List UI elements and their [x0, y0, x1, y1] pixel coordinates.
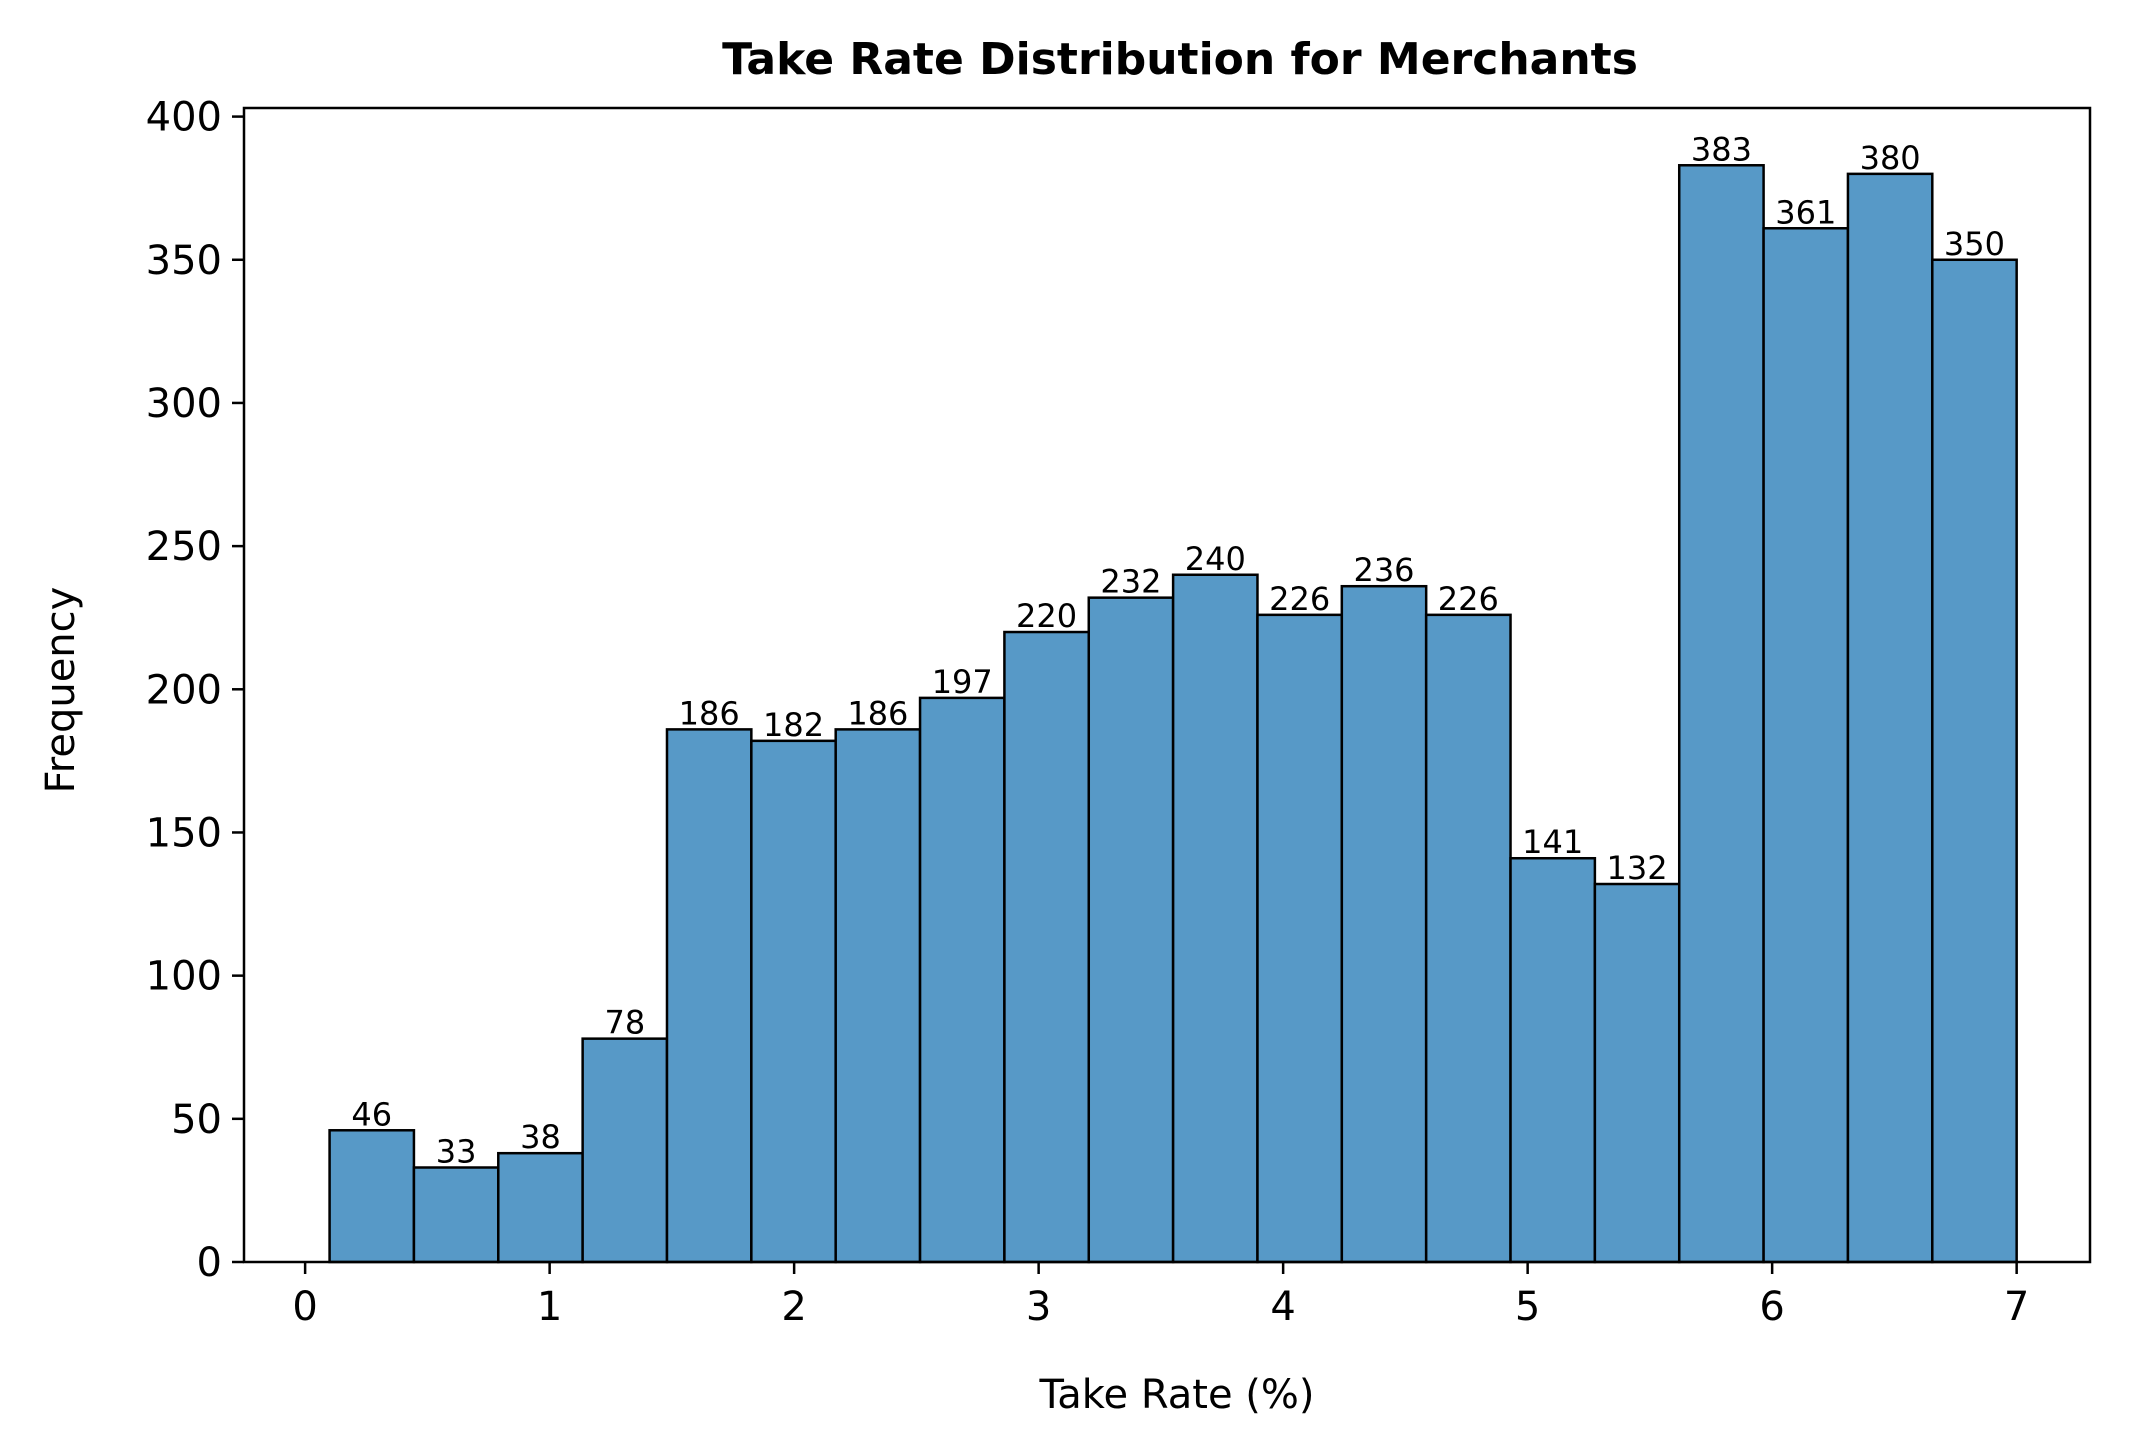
- histogram-bar: [1171, 573, 1259, 1264]
- histogram-bar: [918, 696, 1006, 1264]
- y-axis-label: Frequency: [38, 587, 84, 794]
- histogram-bar: [1424, 613, 1512, 1264]
- y-tick-label: 0: [197, 1240, 222, 1286]
- bar-value-label: 182: [763, 706, 824, 744]
- histogram-bar: [581, 1037, 669, 1264]
- x-tick-label: 2: [781, 1284, 806, 1330]
- bar-value-label: 380: [1860, 139, 1921, 177]
- histogram-bar: [1003, 630, 1091, 1264]
- y-axis: 0 50 100 150 200 250 300 350 400: [146, 95, 244, 1286]
- x-axis: 0 1 2 3 4 5 6 7: [292, 1262, 2029, 1330]
- x-tick-label: 3: [1026, 1284, 1051, 1330]
- x-tick-label: 5: [1515, 1284, 1540, 1330]
- bar-labels-layer: 46 33 38 78 186 182 186 197 220 232 240 226 236 226 14…: [351, 130, 2005, 1170]
- bar-value-label: 186: [847, 694, 908, 732]
- bar-value-label: 240: [1185, 540, 1246, 578]
- y-tick-label: 400: [146, 95, 222, 141]
- bar-value-label: 226: [1269, 580, 1330, 618]
- bars-layer: [328, 164, 2018, 1264]
- histogram-bar: [1256, 613, 1344, 1264]
- y-tick-label: 100: [146, 954, 222, 1000]
- y-tick-label: 250: [146, 524, 222, 570]
- bar-value-label: 38: [520, 1118, 561, 1156]
- bar-value-label: 132: [1607, 849, 1668, 887]
- histogram-bar: [1087, 596, 1175, 1264]
- y-tick-label: 300: [146, 381, 222, 427]
- histogram-bar: [1846, 172, 1934, 1264]
- histogram-bar: [1677, 164, 1765, 1264]
- bar-value-label: 220: [1016, 597, 1077, 635]
- plot-frame: [242, 106, 2092, 1264]
- bar-value-label: 232: [1100, 563, 1161, 601]
- bar-value-label: 361: [1775, 193, 1836, 231]
- y-tick-label: 50: [171, 1097, 222, 1143]
- bar-value-label: 141: [1522, 823, 1583, 861]
- histogram-bar: [1340, 584, 1428, 1264]
- histogram-bar: [497, 1151, 584, 1264]
- x-tick-label: 4: [1270, 1284, 1295, 1330]
- x-tick-label: 1: [537, 1284, 562, 1330]
- y-tick-label: 350: [146, 238, 222, 284]
- histogram-bar: [1593, 882, 1681, 1264]
- y-tick-label: 150: [146, 810, 222, 856]
- y-tick-label: 200: [146, 667, 222, 713]
- histogram-bar: [665, 728, 753, 1264]
- bar-value-label: 46: [351, 1095, 392, 1133]
- histogram-bar: [750, 739, 837, 1264]
- histogram-bar: [1931, 258, 2018, 1264]
- x-tick-label: 0: [292, 1284, 317, 1330]
- histogram-bar: [328, 1129, 416, 1264]
- bar-value-label: 350: [1944, 225, 2005, 263]
- histogram-bar: [1509, 856, 1597, 1264]
- bar-value-label: 186: [679, 694, 740, 732]
- bar-value-label: 33: [436, 1133, 477, 1171]
- histogram-bar: [834, 728, 922, 1264]
- x-axis-label: Take Rate (%): [1038, 1372, 1314, 1418]
- bar-value-label: 236: [1353, 551, 1414, 589]
- histogram-bar: [412, 1166, 500, 1264]
- bar-value-label: 78: [604, 1004, 645, 1042]
- x-tick-label: 6: [1759, 1284, 1784, 1330]
- histogram-bar: [1762, 227, 1850, 1264]
- bar-value-label: 197: [932, 663, 993, 701]
- bar-value-label: 226: [1438, 580, 1499, 618]
- bar-value-label: 383: [1691, 130, 1752, 168]
- chart-title: Take Rate Distribution for Merchants: [722, 34, 1638, 85]
- x-tick-label: 7: [2004, 1284, 2029, 1330]
